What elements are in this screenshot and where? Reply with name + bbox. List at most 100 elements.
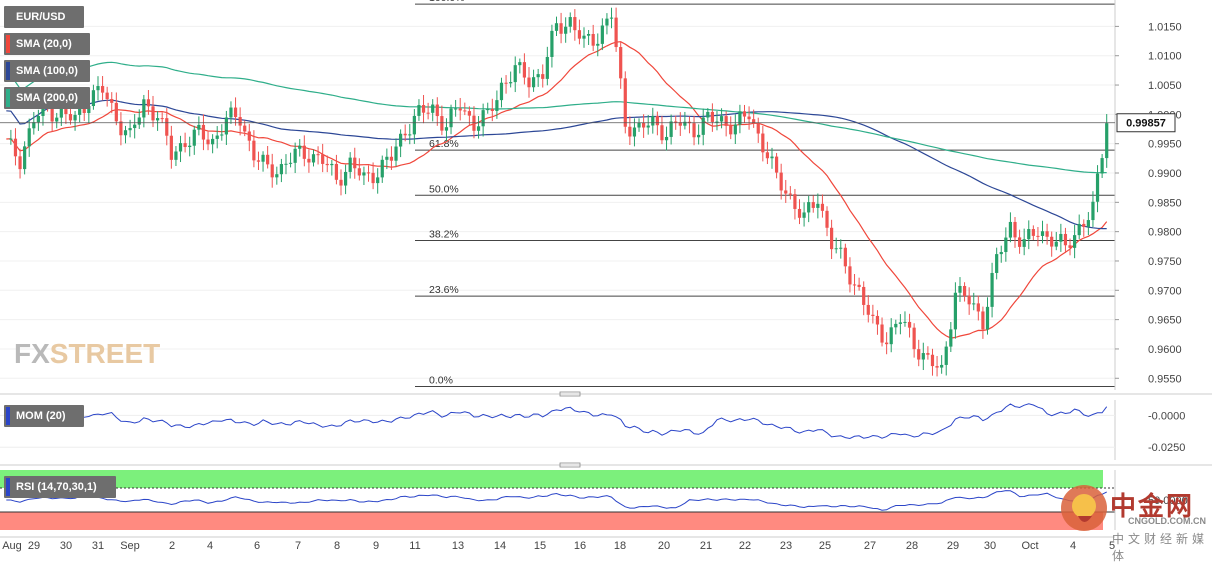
- candle-body: [582, 35, 586, 39]
- candle: [151, 95, 155, 128]
- legend-sma200[interactable]: SMA (200,0): [4, 87, 90, 109]
- legend-sma20[interactable]: SMA (20,0): [4, 33, 90, 55]
- candle-body: [311, 154, 316, 163]
- candle-body: [389, 156, 394, 161]
- legend-sma100[interactable]: SMA (100,0): [4, 60, 90, 82]
- candle: [697, 124, 701, 145]
- candle: [761, 125, 765, 162]
- candle-body: [889, 327, 893, 345]
- candle-body: [816, 203, 820, 208]
- candle: [600, 18, 604, 51]
- candle: [889, 318, 893, 353]
- candle-body: [64, 108, 68, 115]
- candle-body: [568, 17, 572, 27]
- candle-body: [233, 107, 238, 118]
- candle: [710, 103, 714, 132]
- candle-body: [435, 104, 439, 117]
- candle-body: [1095, 173, 1100, 202]
- candle-body: [1054, 241, 1058, 247]
- candle-body: [321, 154, 325, 164]
- price-tick-label: 1.0150: [1148, 21, 1182, 33]
- candle: [513, 56, 517, 93]
- candle-body: [674, 121, 678, 123]
- legend-symbol[interactable]: EUR/USD: [4, 6, 84, 28]
- candle: [981, 306, 985, 339]
- candle: [531, 69, 536, 92]
- candle: [880, 317, 884, 347]
- candle: [953, 282, 958, 339]
- candle: [408, 124, 412, 145]
- candle-body: [1036, 235, 1040, 237]
- candle-body: [41, 103, 45, 116]
- candle: [807, 195, 811, 223]
- legend-symbol-swatch: [6, 8, 10, 26]
- candle-body: [96, 86, 100, 91]
- candle-body: [701, 117, 705, 135]
- candle: [288, 152, 293, 168]
- candle-body: [78, 107, 82, 115]
- candle: [366, 165, 371, 182]
- candle-body: [444, 127, 449, 131]
- candle-body: [1022, 239, 1026, 247]
- x-tick-label: 28: [906, 540, 918, 552]
- x-tick-label: Aug: [2, 540, 22, 552]
- candle: [458, 97, 462, 121]
- x-tick-label: 31: [92, 540, 104, 552]
- candle-body: [1082, 223, 1086, 227]
- price-tick-label: 0.9700: [1148, 285, 1182, 297]
- candle: [142, 94, 146, 128]
- x-tick-label: Sep: [120, 540, 140, 552]
- candle: [321, 143, 325, 173]
- candle: [174, 146, 178, 167]
- candle: [91, 84, 96, 110]
- candle-body: [793, 194, 797, 209]
- candle: [1082, 219, 1086, 237]
- candle-body: [146, 99, 151, 107]
- candle-body: [36, 115, 40, 123]
- x-tick-label: 15: [534, 540, 546, 552]
- candle-body: [513, 65, 517, 83]
- candle-body: [917, 349, 921, 360]
- candle-body: [967, 295, 971, 305]
- candle: [412, 109, 416, 144]
- candle: [504, 75, 508, 94]
- legend-sma200-label: SMA (200,0): [16, 92, 78, 104]
- x-tick-label: 20: [658, 540, 670, 552]
- candle: [183, 132, 187, 153]
- candle-body: [940, 364, 944, 368]
- candle-body: [774, 156, 779, 173]
- candle: [123, 125, 128, 144]
- candle-body: [229, 107, 233, 118]
- fib-level-label: 38.2%: [429, 228, 459, 240]
- candle-body: [742, 111, 747, 117]
- candle-body: [770, 156, 774, 159]
- x-tick-label: 27: [864, 540, 876, 552]
- candle-body: [784, 190, 788, 194]
- candle: [1045, 223, 1049, 245]
- candle-body: [421, 105, 426, 113]
- fibonacci-levels: 100.0% 61.8% 50.0% 38.2% 23.6% 0.0%: [415, 0, 1115, 387]
- last-price-label: 0.99857: [1126, 118, 1166, 130]
- candle-body: [999, 252, 1003, 255]
- legend-sma100-swatch: [6, 62, 10, 80]
- candle-body: [467, 111, 471, 116]
- candle: [444, 118, 449, 142]
- legend-sma20-label: SMA (20,0): [16, 38, 72, 50]
- sma200-line: [6, 61, 1107, 174]
- candle: [733, 114, 737, 145]
- candle-body: [105, 92, 109, 100]
- candle-body: [252, 140, 256, 161]
- candle: [591, 24, 595, 52]
- candle-body: [357, 168, 361, 176]
- candle-body: [802, 212, 806, 218]
- candle: [573, 9, 577, 41]
- candle-body: [178, 143, 183, 152]
- legend-mom[interactable]: MOM (20): [4, 405, 84, 427]
- x-tick-label: 21: [700, 540, 712, 552]
- candle: [885, 332, 889, 355]
- x-tick-label: 30: [984, 540, 996, 552]
- candle: [944, 341, 948, 376]
- candle: [802, 202, 806, 227]
- legend-rsi[interactable]: RSI (14,70,30,1): [4, 476, 116, 498]
- panel-separators[interactable]: [0, 391, 1212, 468]
